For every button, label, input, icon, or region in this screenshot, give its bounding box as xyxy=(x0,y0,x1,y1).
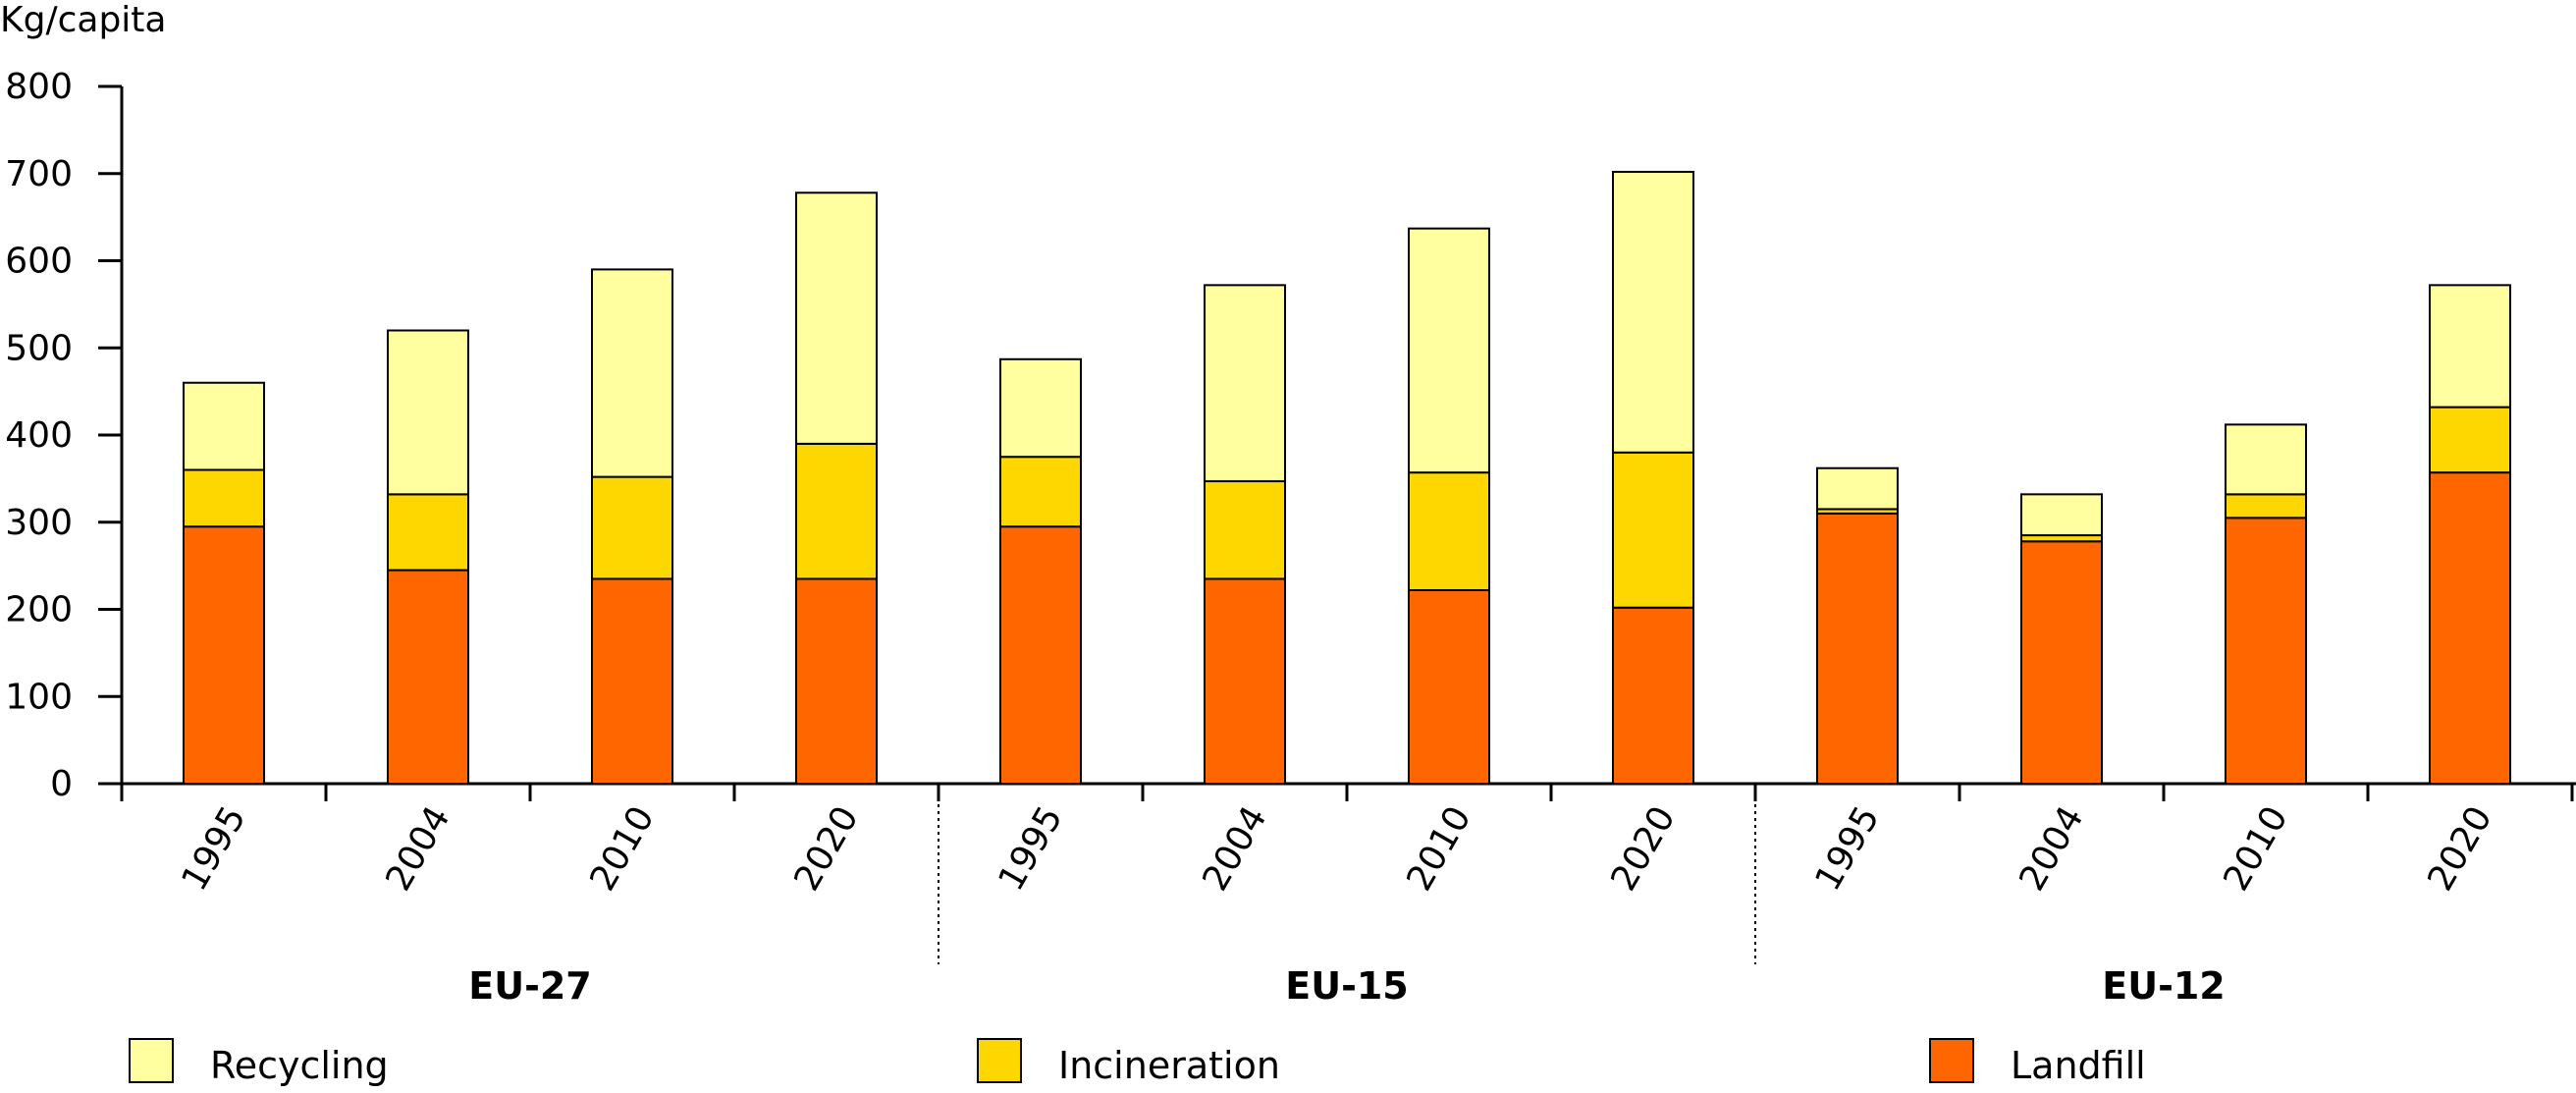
legend: Recycling Incineration Landfill xyxy=(129,1038,2146,1087)
bar-segment-incineration xyxy=(2225,493,2307,519)
bar-segment-landfill xyxy=(2429,471,2511,785)
x-tick-label: 1995 xyxy=(991,799,1070,898)
bar-segment-landfill xyxy=(2020,540,2103,786)
x-tick-labels: 1995 2004 2010 2020 1995 2004 2010 2020 1995 2004… xyxy=(174,799,2499,898)
bar-segment-recycling xyxy=(1408,227,1490,474)
bar-segment-recycling xyxy=(795,191,878,445)
bar-segment-landfill xyxy=(183,525,265,785)
bars xyxy=(183,170,2511,786)
group-label: EU-12 xyxy=(2102,964,2225,1008)
bar-segment-recycling xyxy=(591,268,673,478)
bar-segment-recycling xyxy=(2020,493,2103,537)
x-tick-label: 2010 xyxy=(1399,799,1478,898)
y-tick-label: 400 xyxy=(5,415,73,456)
bar-segment-recycling xyxy=(1612,170,1694,454)
bar-segment-recycling xyxy=(2429,284,2511,409)
x-tick-label: 2010 xyxy=(2216,799,2295,898)
bar-segment-incineration xyxy=(591,475,673,580)
y-tick-label: 700 xyxy=(5,154,73,194)
x-tick-label: 2004 xyxy=(378,799,457,898)
legend-swatch-landfill xyxy=(1929,1038,1974,1083)
x-tick-label: 2020 xyxy=(786,799,866,898)
bar-segment-landfill xyxy=(1408,588,1490,785)
x-tick-label: 2004 xyxy=(2012,799,2091,898)
bar-segment-landfill xyxy=(591,577,673,785)
legend-label-incineration: Incineration xyxy=(1058,1044,1280,1087)
x-tick-label: 2004 xyxy=(1195,799,1274,898)
x-tick-label: 2010 xyxy=(582,799,662,898)
legend-swatch-incineration xyxy=(977,1038,1022,1083)
x-tick-label: 1995 xyxy=(1807,799,1887,898)
legend-label-recycling: Recycling xyxy=(210,1044,389,1087)
group-labels: EU-27 EU-15 EU-12 xyxy=(468,964,2225,1008)
group-label: EU-27 xyxy=(468,964,591,1008)
y-tick-label: 100 xyxy=(5,677,73,717)
y-tick-label: 300 xyxy=(5,503,73,543)
bar-segment-incineration xyxy=(183,468,265,528)
y-tick-label: 800 xyxy=(5,67,73,107)
bar-segment-incineration xyxy=(999,456,1082,528)
bar-segment-incineration xyxy=(387,493,469,572)
bar-segment-incineration xyxy=(1408,471,1490,591)
y-tick-label: 200 xyxy=(5,590,73,630)
bar-segment-recycling xyxy=(1816,466,1899,511)
bar-segment-landfill xyxy=(1204,577,1286,785)
bar-segment-landfill xyxy=(999,525,1082,785)
group-label: EU-15 xyxy=(1285,964,1408,1008)
bar-segment-recycling xyxy=(2225,423,2307,496)
bar-segment-landfill xyxy=(795,577,878,785)
bar-segment-landfill xyxy=(387,569,469,785)
y-tick-label: 600 xyxy=(5,242,73,282)
x-tick-label: 1995 xyxy=(174,799,253,898)
bar-segment-recycling xyxy=(999,357,1082,459)
y-tick-label: 0 xyxy=(50,764,73,804)
x-tick-label: 2020 xyxy=(1603,799,1683,898)
bar-segment-recycling xyxy=(1204,284,1286,483)
bar-segment-incineration xyxy=(1612,451,1694,609)
bar-segment-landfill xyxy=(1612,606,1694,785)
bar-segment-recycling xyxy=(387,329,469,496)
bar-segment-incineration xyxy=(2429,406,2511,474)
x-tick-label: 2020 xyxy=(2420,799,2499,898)
legend-swatch-recycling xyxy=(129,1038,174,1083)
bar-segment-incineration xyxy=(795,442,878,580)
bar-segment-recycling xyxy=(183,381,265,471)
bar-segment-landfill xyxy=(1816,512,1899,785)
y-tick-label: 500 xyxy=(5,328,73,368)
legend-label-landfill: Landfill xyxy=(2011,1044,2146,1087)
y-axis-title: Kg/capita xyxy=(0,0,166,40)
bar-segment-incineration xyxy=(1204,480,1286,580)
axes: 0 100 200 300 400 500 600 700 800 xyxy=(5,67,2576,964)
bar-segment-landfill xyxy=(2225,517,2307,785)
